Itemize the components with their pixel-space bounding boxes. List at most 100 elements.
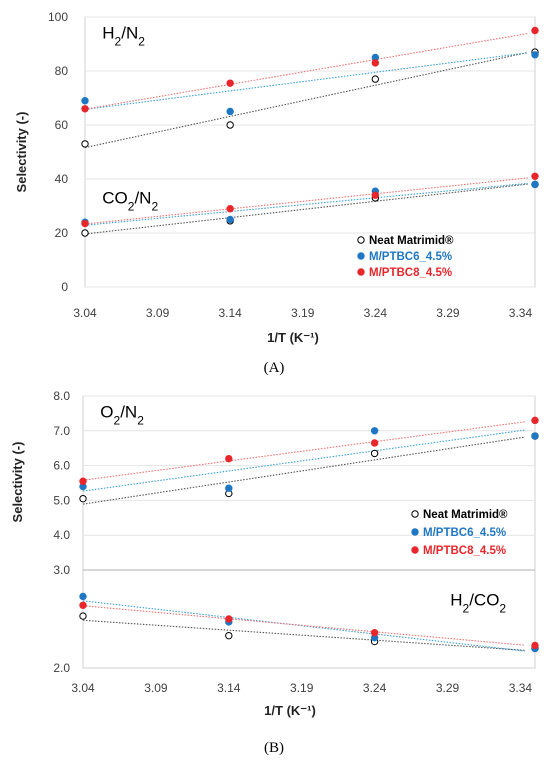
data-point [370,427,379,435]
trendline [84,51,528,149]
y-tick-labels: 0 20 40 60 80 100 [48,10,68,294]
panel-label: (A) [264,360,285,376]
trendline [82,605,525,646]
gridlines [83,395,535,536]
data-point [370,449,379,458]
x-tick-label: 3.04 [71,681,95,695]
trendline [82,619,525,651]
legend-marker [357,236,365,244]
data-point [225,484,233,492]
x-axis-title: 1/T (K⁻¹) [267,330,319,345]
data-point [226,215,234,224]
data-point [226,205,234,213]
chart-panel-b: 4.05.06.07.08.02.03.0 3.04 3.09 3.14 3.19 3.… [10,389,539,756]
legend-marker [411,510,419,518]
data-point [531,51,539,59]
x-tick-label: 3.04 [73,306,97,320]
trend-lines [84,32,528,235]
y-tick-label: 5.0 [53,493,70,507]
data-point [531,172,539,181]
legend: Neat Matrimid® M/PTBC6_4.5% M/PTBC8_4.5% [411,509,508,557]
plot-area [84,16,536,288]
series-annotation: H2/N2 [102,24,145,49]
data-point [226,107,234,116]
data-point [531,641,539,650]
legend-marker [357,268,365,276]
y-tick-label: 7.0 [53,424,70,438]
data-point [81,219,89,228]
y-tick-labels: 4.0 5.0 6.0 7.0 8.0 2.0 3.0 [53,389,70,675]
data-point [531,26,539,35]
data-point [370,629,379,637]
x-tick-label: 3.19 [291,306,315,320]
y-tick-label: 6.0 [53,459,70,473]
trendline [82,600,525,652]
legend-marker [357,252,365,260]
data-point [225,615,233,623]
legend-label: M/PTBC6_4.5% [423,527,506,539]
data-point [370,439,379,447]
y-tick-label: 80 [55,64,69,78]
legend-label: M/PTBC8_4.5% [423,545,506,557]
trendline [84,177,528,225]
y-tick-label: 2.0 [53,661,70,675]
data-point [226,121,234,129]
data-point [81,105,89,113]
data-point [226,79,234,87]
y-tick-label: 8.0 [53,389,70,403]
series-annotations: H2/N2 CO2/N2 [102,24,158,214]
y-tick-label: 60 [55,118,69,132]
y-tick-label: 4.0 [53,528,70,542]
data-point [371,59,380,67]
x-tick-label: 3.24 [364,306,388,320]
series-annotation: H2/CO2 [450,590,506,615]
trendline [82,429,525,492]
series-annotation: O2/N2 [100,403,144,428]
legend: Neat Matrimid® M/PTBC6_4.5% M/PTBC8_4.5% [357,235,454,279]
data-point [531,180,539,189]
legend-label: M/PTBC8_4.5% [369,267,452,279]
data-point [81,97,89,105]
x-tick-label: 3.34 [509,681,533,695]
legend-marker [411,528,419,536]
data-point [81,140,89,148]
gridlines [85,16,535,288]
data-point [225,631,233,640]
trendline [84,182,528,226]
data-point [371,191,380,199]
trendline [84,183,528,235]
data-point [79,592,87,601]
trendline [82,436,525,505]
data-point [225,454,233,463]
x-tick-label: 3.14 [218,306,242,320]
y-tick-label: 40 [55,172,69,186]
series-annotations: O2/N2 H2/CO2 [100,403,506,616]
x-tick-label: 3.34 [509,306,533,320]
data-point [79,494,87,503]
x-tick-labels: 3.04 3.09 3.14 3.19 3.24 3.29 3.34 [71,681,532,695]
data-point [531,416,539,425]
x-tick-label: 3.29 [436,681,460,695]
x-tick-label: 3.09 [144,681,168,695]
y-tick-label: 20 [55,226,69,240]
legend-marker [411,546,419,554]
data-points [81,26,539,237]
data-point [79,612,87,620]
trendline [84,52,528,110]
data-point [371,75,380,83]
legend-label: Neat Matrimid® [369,235,454,247]
data-point [531,432,539,440]
legend-label: Neat Matrimid® [423,509,508,521]
data-point [81,229,89,237]
panel-label: (B) [264,740,284,756]
x-axis-title: 1/T (K⁻¹) [264,703,316,718]
chart-panel-a: 0 20 40 60 80 100 3.04 3.09 3.14 3.19 3.24 3.29 3.3… [14,10,539,376]
x-tick-label: 3.24 [363,681,387,695]
y-axis-title: Selectivity (-) [10,442,25,523]
y-tick-label: 3.0 [53,563,70,577]
legend-label: M/PTBC6_4.5% [369,251,452,263]
x-tick-label: 3.29 [436,306,460,320]
x-tick-label: 3.19 [290,681,314,695]
x-tick-label: 3.09 [146,306,170,320]
y-tick-label: 100 [48,10,68,24]
